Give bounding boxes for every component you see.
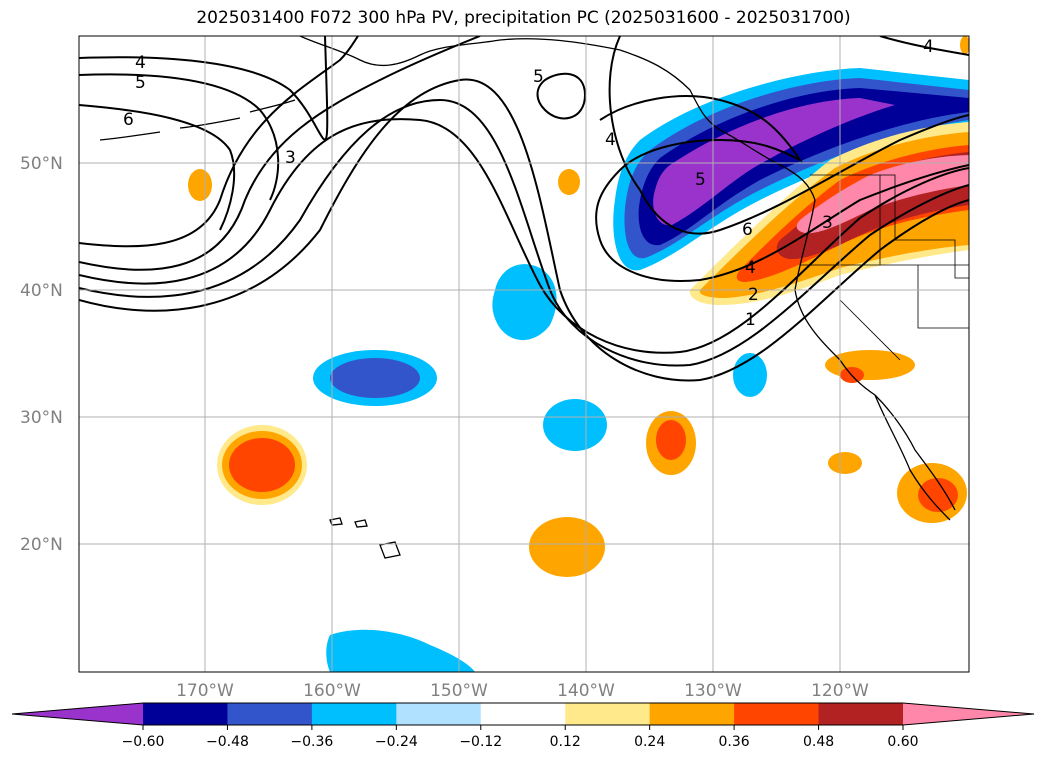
- pos-blob-143w-48n: [558, 169, 580, 195]
- contour-label: 6: [742, 220, 753, 240]
- contour-7: [79, 73, 280, 201]
- colorbar-cell: [565, 703, 651, 725]
- contour-label: 5: [135, 73, 146, 93]
- contour-label: 4: [605, 130, 616, 150]
- coastlines: [99, 36, 956, 559]
- alaska-coast: [299, 36, 721, 131]
- colorbar-cell: [311, 703, 397, 725]
- lon-label: 160°W: [303, 681, 361, 701]
- neg-band-inner: [638, 88, 969, 246]
- colorbar-tick-label: −0.60: [122, 734, 165, 750]
- contour-label: 5: [533, 67, 544, 87]
- neg-band-core: [653, 98, 895, 226]
- colorbar-left-extension: [12, 703, 143, 725]
- border-nv-ut: [917, 265, 969, 329]
- colorbar-tick-label: 0.24: [634, 734, 665, 750]
- contour-label: 6: [123, 110, 134, 130]
- lon-label: 140°W: [557, 681, 615, 701]
- contour-9: [536, 72, 587, 120]
- pv-contours: [79, 36, 969, 382]
- lon-labels: 170°W 160°W 150°W 140°W 130°W 120°W: [176, 681, 869, 701]
- contour-11: [879, 36, 969, 56]
- bc-coast: [719, 129, 816, 201]
- colorbar-tick-label: 0.48: [803, 734, 834, 750]
- neg-blob-145w-40n: [492, 264, 557, 340]
- contour-label: 2: [748, 285, 759, 305]
- colorbar-cell: [480, 703, 566, 725]
- contour-10: [595, 95, 969, 282]
- hawaii-1: [329, 517, 343, 526]
- contour-label: 3: [822, 213, 833, 233]
- lat-label: 30°N: [20, 408, 63, 428]
- colorbar-tick-label: −0.48: [206, 734, 249, 750]
- hawaii-3: [379, 541, 401, 559]
- lon-label: 150°W: [430, 681, 488, 701]
- baja-coast: [874, 394, 951, 521]
- pos-blob-173w-48n: [188, 169, 212, 201]
- contour-label: 4: [745, 258, 756, 278]
- contour-8: [79, 104, 236, 231]
- lat-label: 20°N: [20, 535, 63, 555]
- pos-blob-118w-34n: [825, 350, 915, 380]
- gridlines: [79, 36, 969, 672]
- hawaii-2: [354, 519, 368, 528]
- contour-3: [79, 118, 969, 354]
- lon-label: 170°W: [176, 681, 234, 701]
- plot-frame: [78, 35, 970, 673]
- aleutians: [99, 99, 296, 141]
- contour-label: 1: [745, 310, 756, 330]
- contour-label: 3: [285, 148, 296, 168]
- colorbar-cell: [649, 703, 735, 725]
- colorbar-cell: [396, 703, 482, 725]
- map-layers: 4 5 6 3 5 4 5 6 4 2 1 3 4: [79, 36, 969, 672]
- colorbar: −0.60 −0.48 −0.36 −0.24 −0.12 0.12 0.24 0.36 0.4…: [11, 702, 1035, 750]
- lon-label: 130°W: [684, 681, 742, 701]
- contour-label: 4: [135, 53, 146, 73]
- contour-label: 5: [695, 170, 706, 190]
- lat-labels: 50°N 40°N 30°N 20°N: [20, 154, 63, 555]
- colorbar-cell: [734, 703, 820, 725]
- colorbar-cell: [143, 703, 228, 725]
- colorbar-cell: [818, 703, 904, 725]
- west-coast: [794, 199, 956, 511]
- neg-blob-155w-33n-core: [330, 358, 420, 398]
- contour-label: 4: [923, 37, 934, 57]
- colorbar-right-extension: [903, 703, 1034, 725]
- neg-blob-142w-29n: [543, 399, 607, 451]
- colorbar-tick-label: 0.12: [550, 734, 581, 750]
- pos-blob-119w-26n: [828, 452, 862, 474]
- lat-label: 50°N: [20, 154, 63, 174]
- colorbar-cell: [227, 703, 313, 725]
- lat-label: 40°N: [20, 281, 63, 301]
- pos-blob-top-right: [960, 36, 969, 54]
- colorbar-tick-label: 0.60: [887, 734, 918, 750]
- lon-label: 120°W: [811, 681, 869, 701]
- pos-blob-168w-27n-3: [229, 438, 295, 492]
- colorbar-tick-label: −0.36: [290, 734, 333, 750]
- border-id: [880, 174, 969, 279]
- neg-blob-south: [326, 629, 475, 672]
- colorbar-tick-label: −0.12: [459, 734, 502, 750]
- colorbar-tick-label: −0.24: [375, 734, 418, 750]
- pos-blob-112w-24n-core: [918, 478, 958, 512]
- pos-blob-141w-20n: [529, 517, 605, 577]
- colorbar-tick-label: 0.36: [719, 734, 750, 750]
- pos-blob-134w-28n-core: [656, 420, 686, 460]
- contour-labels: 4 5 6 3 5 4 5 6 4 2 1 3 4: [123, 37, 934, 330]
- contour-1: [79, 78, 969, 382]
- contour-6: [79, 36, 329, 141]
- map-title: 2025031400 F072 300 hPa PV, precipitatio…: [196, 8, 851, 28]
